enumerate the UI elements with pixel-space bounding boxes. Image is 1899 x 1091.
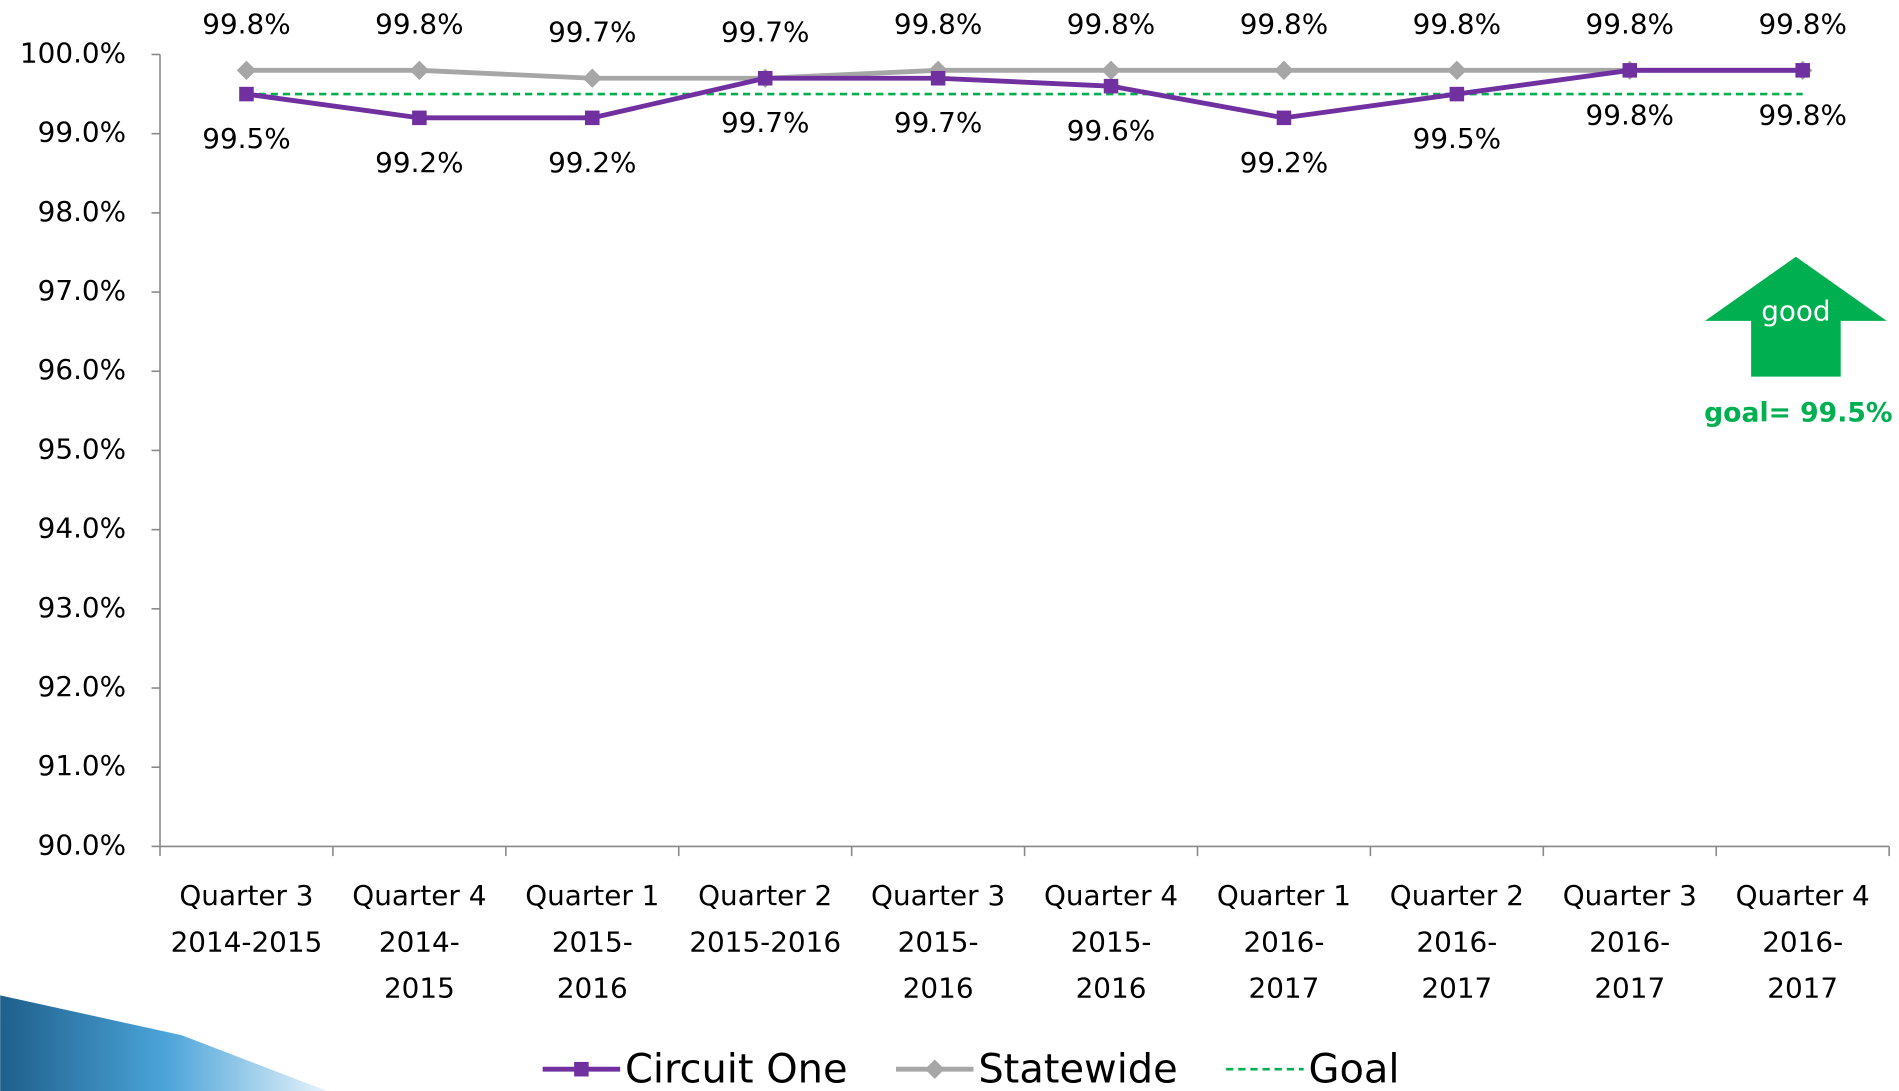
data-label: 99.5%	[202, 122, 290, 155]
x-tick-label: 2015	[384, 971, 455, 1004]
x-tick-label: 2016-	[1762, 925, 1843, 958]
legend-marker	[925, 1059, 945, 1079]
y-tick-label: 95.0%	[38, 432, 126, 465]
x-tick-label: 2017	[1421, 971, 1492, 1004]
y-tick-label: 93.0%	[38, 591, 126, 624]
data-label: 99.2%	[548, 146, 636, 179]
data-label: 99.7%	[894, 106, 982, 139]
x-tick-label: 2015-	[552, 925, 633, 958]
point	[1449, 86, 1465, 102]
data-label: 99.7%	[721, 15, 809, 48]
y-tick-label: 97.0%	[38, 274, 126, 307]
good-arrow	[1705, 256, 1887, 377]
legend-label: Goal	[1309, 1047, 1400, 1091]
y-tick-label: 96.0%	[38, 353, 126, 386]
data-label: 99.6%	[1067, 114, 1155, 147]
data-label: 99.7%	[721, 106, 809, 139]
data-label: 99.8%	[1240, 8, 1328, 41]
y-tick-label: 100.0%	[20, 36, 126, 69]
point	[582, 68, 602, 88]
x-tick-label: Quarter 3	[1563, 879, 1697, 912]
x-tick-label: Quarter 3	[179, 879, 313, 912]
x-tick-label: Quarter 2	[698, 879, 832, 912]
y-tick-label: 92.0%	[38, 670, 126, 703]
point	[1101, 60, 1121, 81]
decoration	[0, 995, 328, 1091]
x-tick-label: Quarter 4	[1044, 879, 1178, 912]
y-tick-label: 91.0%	[38, 749, 126, 782]
x-tick-label: 2016-	[1243, 925, 1324, 958]
x-tick-label: 2016	[557, 971, 628, 1004]
point	[1103, 78, 1119, 94]
x-tick-label: Quarter 1	[1217, 879, 1351, 912]
legend-marker	[574, 1061, 589, 1077]
point	[1274, 60, 1294, 81]
series-line	[246, 67, 1803, 121]
data-label: 99.7%	[548, 15, 636, 48]
x-tick-label: Quarter 3	[871, 879, 1005, 912]
point	[409, 60, 430, 81]
series-line	[246, 67, 1803, 81]
x-tick-label: 2017	[1767, 971, 1838, 1004]
x-tick-label: 2016	[1076, 971, 1147, 1004]
point	[239, 86, 254, 102]
x-tick-label: Quarter 4	[352, 879, 486, 912]
point	[930, 70, 946, 86]
y-tick-label: 94.0%	[38, 512, 126, 545]
point	[585, 110, 600, 126]
legend-label: Statewide	[978, 1047, 1177, 1091]
x-tick-label: 2017	[1594, 971, 1665, 1004]
x-tick-label: 2014-2015	[171, 925, 323, 958]
x-tick-label: 2016	[903, 971, 974, 1004]
data-label: 99.8%	[1586, 98, 1674, 131]
data-label: 99.5%	[1413, 122, 1501, 155]
arrow-text: good	[1761, 294, 1830, 327]
y-tick-label: 99.0%	[38, 116, 126, 149]
data-label: 99.8%	[1758, 98, 1846, 131]
y-tick-label: 98.0%	[38, 195, 126, 228]
x-tick-label: Quarter 2	[1390, 879, 1524, 912]
y-tick-label: 90.0%	[38, 828, 126, 861]
x-tick-label: 2017	[1249, 971, 1320, 1004]
data-label: 99.2%	[375, 146, 463, 179]
point	[1622, 63, 1638, 78]
x-tick-label: 2015-	[898, 925, 979, 958]
data-label: 99.8%	[1413, 8, 1501, 41]
point	[412, 110, 427, 126]
point	[1447, 60, 1467, 81]
point	[1795, 63, 1810, 78]
data-label: 99.8%	[375, 8, 463, 41]
x-tick-label: 2015-2016	[689, 925, 841, 958]
data-label: 99.8%	[1758, 8, 1846, 41]
x-tick-label: Quarter 1	[525, 879, 659, 912]
x-tick-label: 2016-	[1589, 925, 1670, 958]
goal-text: goal= 99.5%	[1704, 398, 1892, 429]
data-label: 99.8%	[1586, 8, 1674, 41]
point	[1276, 110, 1292, 126]
point	[757, 70, 773, 86]
x-tick-label: 2016-	[1416, 925, 1497, 958]
data-label: 99.8%	[1067, 8, 1155, 41]
point	[236, 60, 257, 81]
data-label: 99.2%	[1240, 146, 1328, 179]
x-tick-label: 2014-	[379, 925, 460, 958]
x-tick-label: 2015-	[1071, 925, 1152, 958]
data-label: 99.8%	[202, 8, 290, 41]
data-label: 99.8%	[894, 8, 982, 41]
legend-label: Circuit One	[625, 1047, 848, 1091]
x-tick-label: Quarter 4	[1736, 879, 1870, 912]
